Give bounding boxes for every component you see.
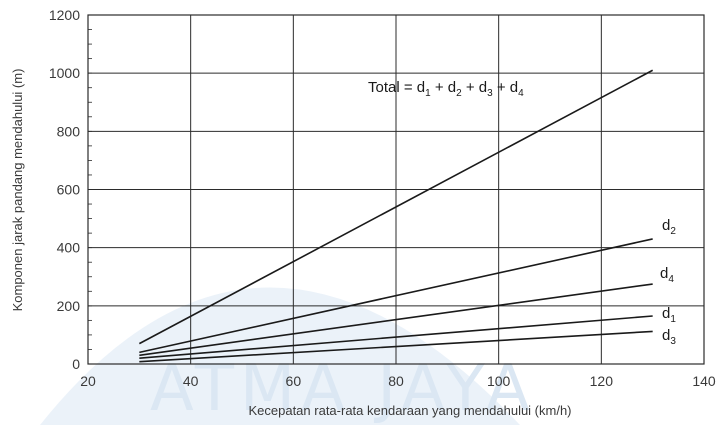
series-label-d4: d4 [660, 265, 674, 285]
y-tick-label: 0 [72, 356, 80, 372]
x-tick-label: 40 [183, 373, 199, 389]
series-line-d4 [139, 283, 653, 357]
x-tick-label: 120 [590, 373, 614, 389]
series-label-d2: d2 [662, 217, 676, 237]
y-tick-label: 400 [57, 240, 81, 256]
y-tick-label: 800 [57, 123, 81, 139]
series-label-d1: d1 [662, 305, 676, 325]
series-line-d1 [139, 315, 653, 359]
y-tick-label: 600 [57, 182, 81, 198]
x-tick-label: 60 [286, 373, 302, 389]
y-tick-label: 200 [57, 298, 81, 314]
x-tick-label: 80 [388, 373, 404, 389]
x-tick-label: 140 [692, 373, 716, 389]
series-line-d3 [139, 330, 653, 363]
series-label-d3: d3 [662, 327, 676, 347]
axes: 20 40 60 80 100 120 140 0 200 400 600 800 1000 1200 [49, 7, 716, 389]
x-tick-label: 20 [80, 373, 96, 389]
x-tick-label: 100 [487, 373, 511, 389]
series-layer [138, 69, 654, 363]
x-axis-title: Kecepatan rata-rata kendaraan yang menda… [248, 403, 571, 418]
series-line-total-d1-d2-d3-d4 [138, 69, 654, 345]
series-line-d2 [139, 238, 653, 354]
y-tick-label: 1000 [49, 65, 80, 81]
series-label-total-d1-d2-d3-d4: Total = d1 + d2 + d3 + d4 [368, 79, 524, 99]
watermark-arc [40, 287, 520, 425]
y-axis-title: Komponen jarak pandang mendahului (m) [10, 69, 25, 312]
y-tick-label: 1200 [49, 7, 80, 23]
